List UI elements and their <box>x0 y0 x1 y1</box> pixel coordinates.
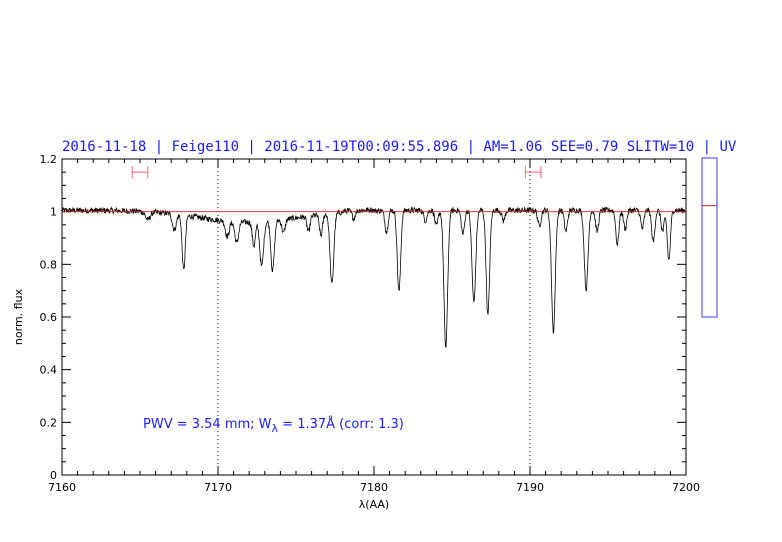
y-tick-label: 1 <box>50 206 57 219</box>
pwv-annotation-prefix: PWV = 3.54 mm; W <box>143 417 272 432</box>
y-axis-label: norm. flux <box>12 288 25 345</box>
y-tick-label: 0.6 <box>40 311 58 324</box>
x-tick-label: 7160 <box>48 481 76 494</box>
pwv-annotation-suffix: = 1.37Å (corr: 1.3) <box>278 416 404 432</box>
pwv-annotation: PWV = 3.54 mm; Wλ = 1.37Å (corr: 1.3) <box>143 416 404 435</box>
pwv-annotation-subscript: λ <box>272 422 279 435</box>
spectrum-line <box>61 206 687 349</box>
side-indicator-box <box>701 157 718 318</box>
chart-title: 2016-11-18 | Feige110 | 2016-11-19T00:09… <box>62 139 737 155</box>
y-tick-label: 0.4 <box>40 364 58 377</box>
side-indicator <box>701 157 718 318</box>
x-tick-label: 7170 <box>204 481 232 494</box>
y-tick-label: 1.2 <box>40 153 58 166</box>
x-tick-label: 7200 <box>672 481 700 494</box>
y-tick-label: 0.8 <box>40 258 58 271</box>
plot-area: 7160 7170 7180 7190 7200 0 0.2 0.4 0.6 0.8 1 1.2 <box>40 153 701 494</box>
x-axis-label: λ(AA) <box>359 498 389 511</box>
y-tick-label: 0.2 <box>40 416 58 429</box>
x-tick-label: 7190 <box>516 481 544 494</box>
x-tick-label: 7180 <box>360 481 388 494</box>
y-tick-label: 0 <box>50 469 57 482</box>
